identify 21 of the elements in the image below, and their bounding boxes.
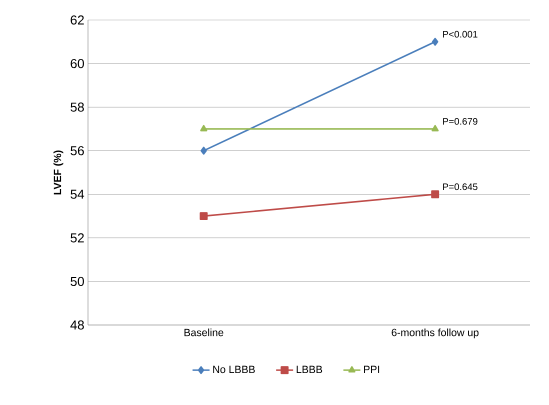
y-tick-label: 54: [70, 190, 84, 199]
legend-label: No LBBB: [213, 366, 255, 374]
annotation: P<0.001: [443, 30, 478, 38]
point: [200, 212, 208, 220]
y-axis-title: LVEF (%): [53, 150, 64, 194]
legend-label: PPI: [364, 366, 380, 373]
point: [432, 38, 438, 46]
y-tick-label: 50: [70, 276, 84, 286]
annotation: P=0.679: [443, 118, 478, 125]
annotation: P=0.645: [443, 183, 478, 190]
y-tick-label: 62: [70, 15, 84, 25]
y-tick-label: 56: [70, 146, 84, 156]
y-tick-label: 60: [70, 58, 84, 68]
legend-label: LBBB: [296, 366, 322, 373]
x-tick-label: 6-months follow up: [392, 328, 479, 338]
point: [431, 190, 440, 198]
y-tick-label: 52: [70, 233, 84, 242]
point: [200, 146, 207, 155]
y-tick-label: 48: [70, 320, 84, 330]
x-tick-label: Baseline: [184, 328, 224, 336]
y-tick-label: 58: [70, 102, 84, 112]
